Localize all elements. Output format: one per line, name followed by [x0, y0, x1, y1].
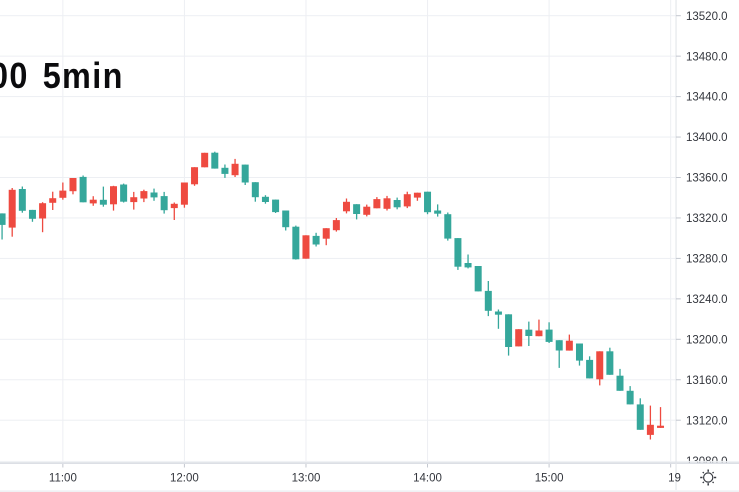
svg-text:19: 19	[668, 473, 681, 485]
svg-text:13440.0: 13440.0	[686, 92, 728, 104]
svg-text:14:00: 14:00	[413, 473, 442, 485]
svg-text:13320.0: 13320.0	[686, 213, 728, 225]
svg-text:13480.0: 13480.0	[686, 51, 728, 63]
svg-text:13360.0: 13360.0	[686, 173, 728, 185]
svg-text:13160.0: 13160.0	[686, 375, 728, 387]
svg-text:12:00: 12:00	[170, 473, 199, 485]
svg-text:13280.0: 13280.0	[686, 254, 728, 266]
svg-text:13520.0: 13520.0	[686, 11, 728, 23]
svg-text:11:00: 11:00	[49, 473, 77, 485]
svg-text:13200.0: 13200.0	[686, 334, 728, 346]
svg-text:13:00: 13:00	[292, 473, 321, 485]
svg-text:13240.0: 13240.0	[686, 294, 728, 306]
svg-text:15:00: 15:00	[535, 473, 564, 485]
svg-text:13120.0: 13120.0	[686, 415, 728, 427]
svg-text:13400.0: 13400.0	[686, 132, 728, 144]
